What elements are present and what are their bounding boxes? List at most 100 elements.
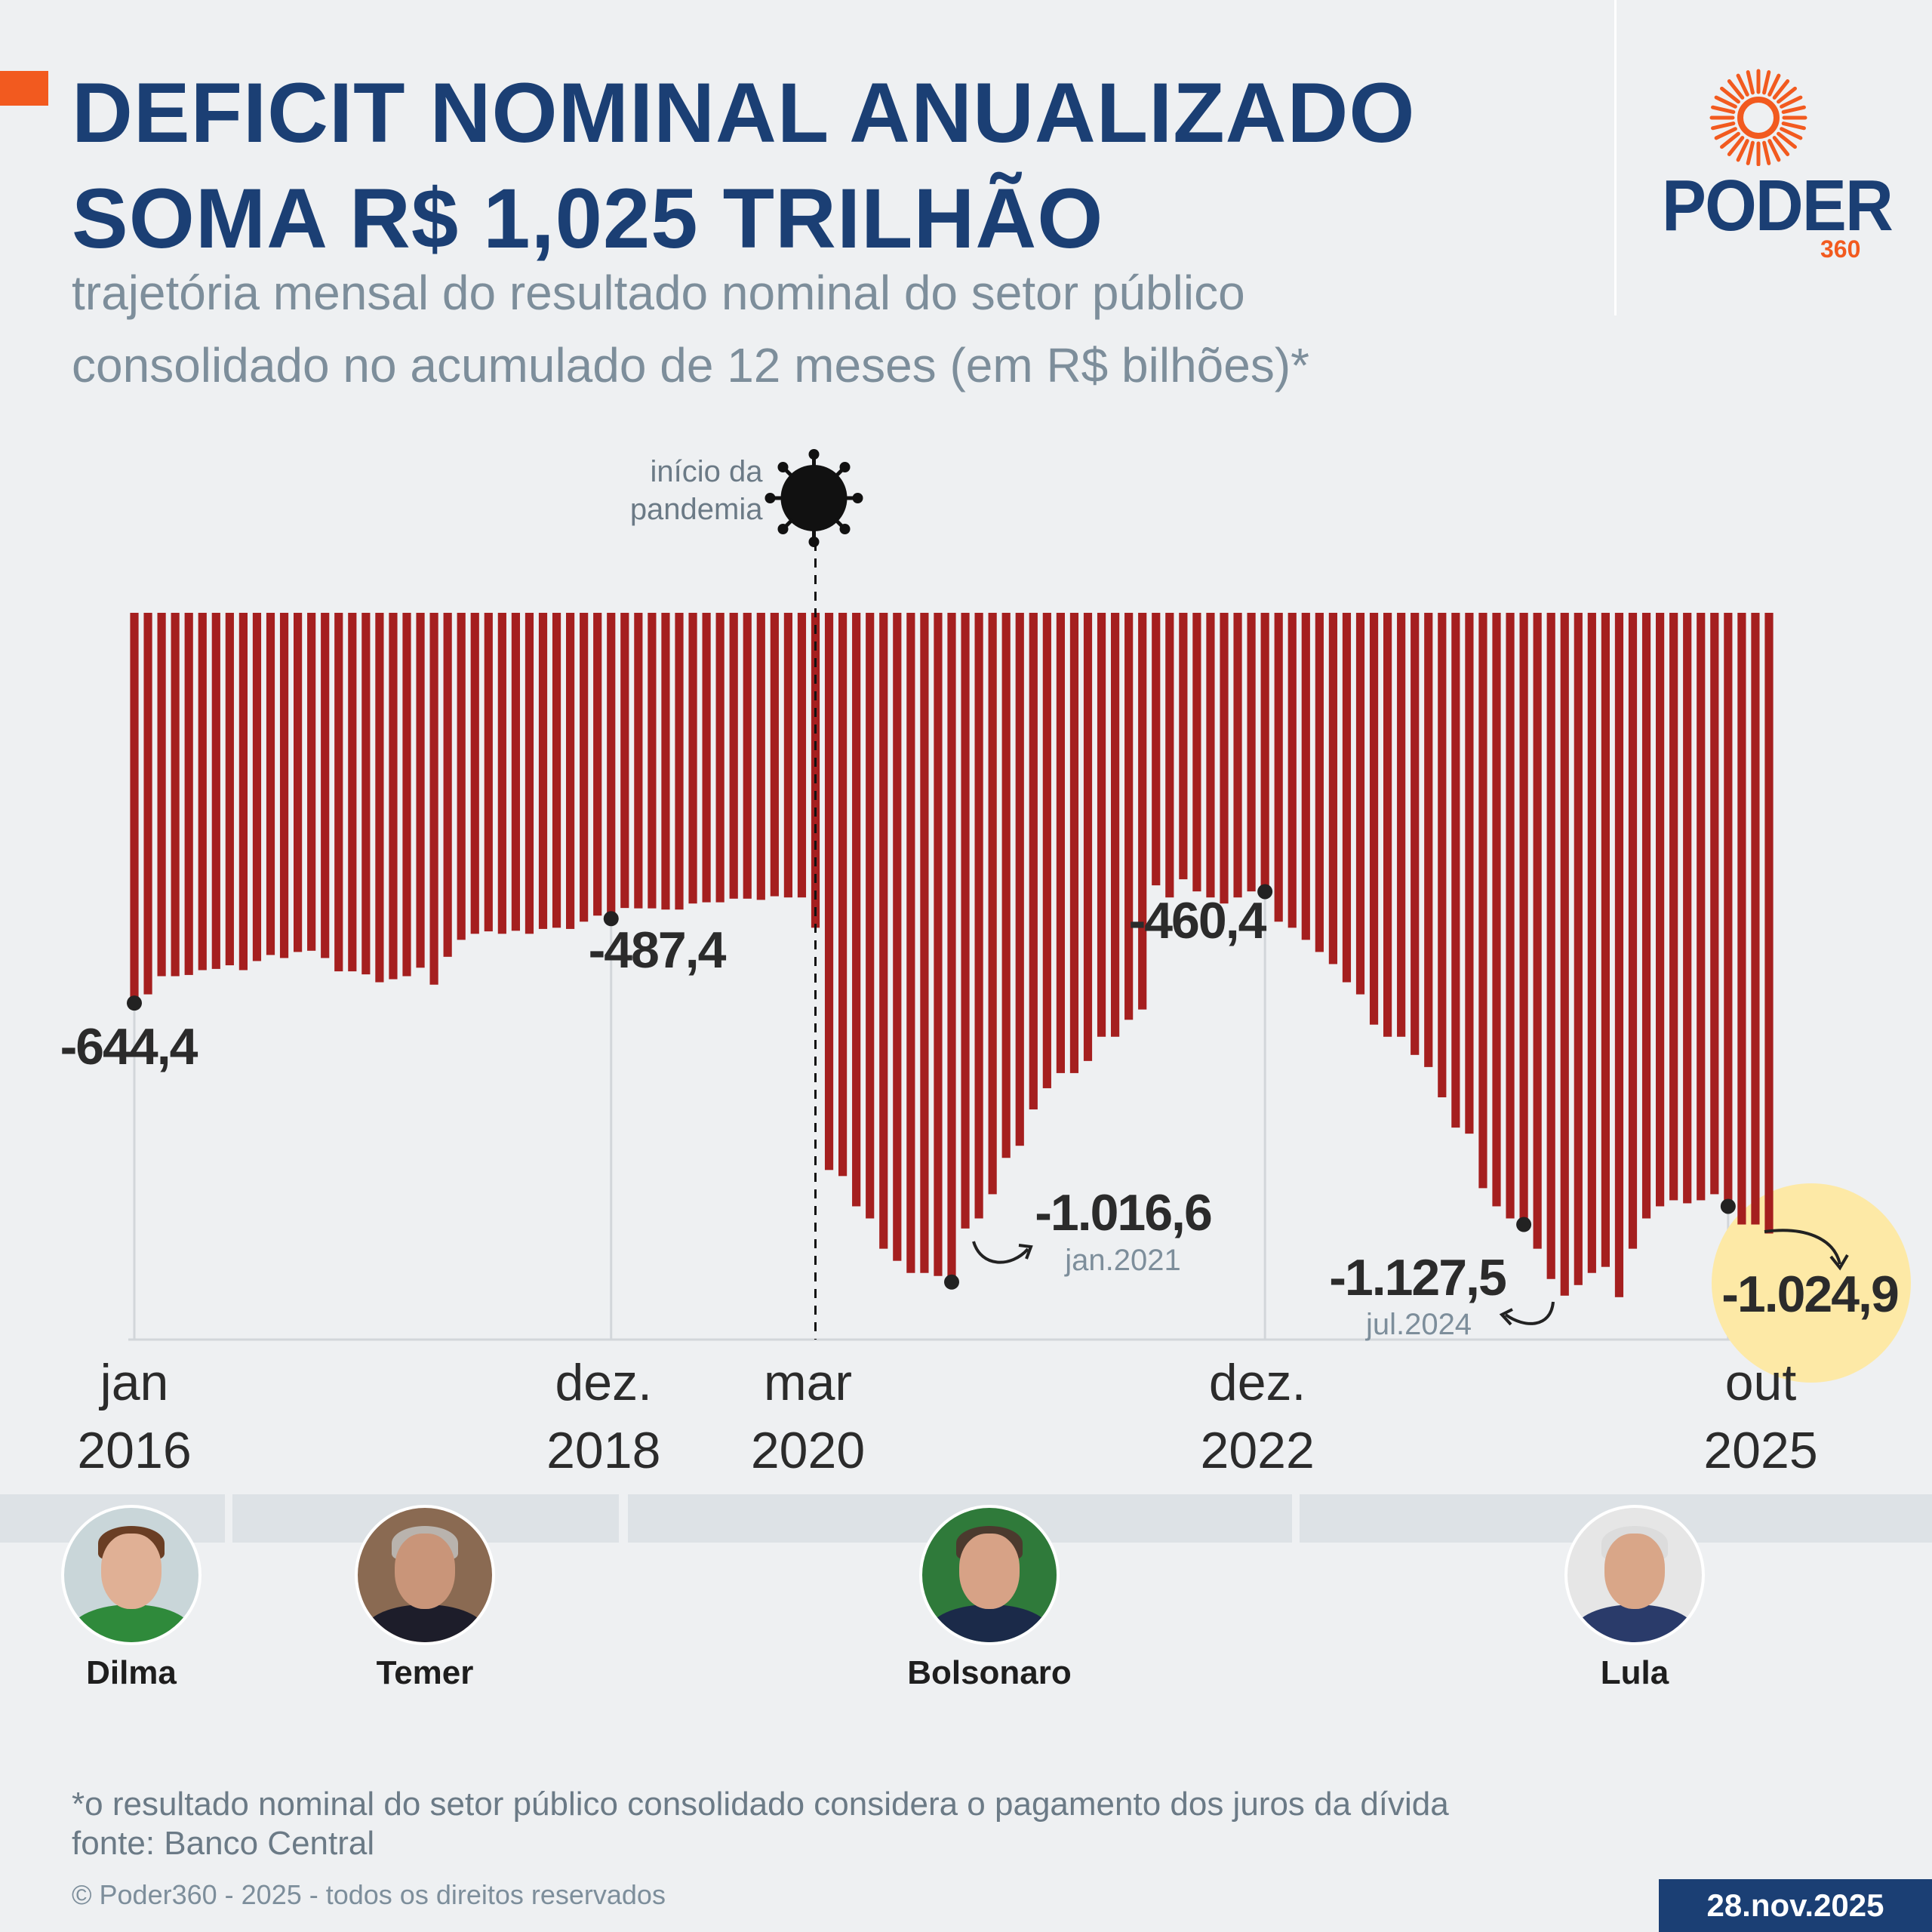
bar [1056, 613, 1065, 1073]
bar [620, 613, 629, 909]
bar [906, 613, 915, 1273]
bar [389, 613, 398, 980]
bar [307, 613, 316, 951]
bar [225, 613, 234, 966]
bar [1301, 613, 1310, 940]
bar [429, 613, 438, 985]
bar [1069, 613, 1079, 1073]
bar [157, 613, 166, 977]
bar [811, 613, 820, 928]
arrow-oct2025 [1764, 1229, 1841, 1265]
bar [1533, 613, 1542, 1249]
sunburst-icon [1709, 69, 1807, 166]
highlight-circle [1712, 1183, 1911, 1383]
bar [866, 613, 875, 1219]
header-separator [1614, 0, 1617, 315]
president-lula: Lula [1537, 1505, 1733, 1692]
arrowhead [1018, 1244, 1033, 1260]
bar [484, 613, 493, 932]
bar [893, 613, 902, 1261]
bar [1383, 613, 1392, 1037]
bar [1397, 613, 1406, 1037]
bar [321, 613, 330, 958]
arrow-jul2024 [1504, 1301, 1555, 1325]
bar [1574, 613, 1583, 1285]
logo-ray [1781, 105, 1806, 114]
bar [593, 613, 602, 916]
logo-ray [1746, 140, 1755, 165]
bar [470, 613, 479, 934]
bar [143, 613, 152, 995]
brand-name: PODER [1662, 165, 1894, 246]
bar [824, 613, 834, 1171]
bar [443, 613, 452, 957]
bar [920, 613, 929, 1273]
bar [1274, 613, 1283, 922]
bar [416, 613, 425, 968]
logo-ray [1781, 122, 1806, 131]
bar [1697, 613, 1706, 1201]
bar [988, 613, 997, 1195]
bar [266, 613, 275, 955]
page-title: DEFICIT NOMINAL ANUALIZADO SOMA R$ 1,025… [72, 60, 1506, 272]
data-label: -644,4 [60, 1018, 198, 1075]
bar [238, 613, 248, 971]
bar [838, 613, 848, 1177]
bar [198, 613, 207, 971]
x-tick-label: mar [764, 1354, 852, 1411]
bar [852, 613, 861, 1207]
bar [457, 613, 466, 940]
bar [634, 613, 643, 909]
data-label: -460,4 [1129, 892, 1267, 949]
annotation-dot [1257, 884, 1273, 900]
bar [402, 613, 411, 977]
logo-ray [1727, 79, 1745, 100]
data-sublabel: jan.2021 [1064, 1244, 1180, 1277]
logo-ray [1777, 131, 1797, 149]
president-name-lula: Lula [1600, 1654, 1669, 1691]
arrowhead [1829, 1254, 1849, 1271]
bar [1328, 613, 1337, 964]
bar [1465, 613, 1474, 1134]
bar [702, 613, 711, 903]
bar [1724, 613, 1733, 1207]
president-name-dilma: Dilma [86, 1654, 177, 1691]
x-tick-label: jan [99, 1354, 169, 1411]
bar [552, 613, 561, 928]
bar [1355, 613, 1365, 995]
bar [497, 613, 506, 934]
bar [1492, 613, 1501, 1207]
subtitle-line-2: consolidado no acumulado de 12 meses (em… [72, 338, 1310, 392]
bar [1587, 613, 1596, 1273]
bar [1247, 613, 1256, 892]
bar [1029, 613, 1038, 1110]
bar [1601, 613, 1610, 1267]
bar [743, 613, 752, 899]
logo-ray [1780, 127, 1803, 140]
bar [1220, 613, 1229, 904]
annotation-dot [1516, 1217, 1532, 1232]
annotation-dot [603, 911, 619, 927]
bar [1669, 613, 1678, 1201]
bar [797, 613, 807, 898]
bar [580, 613, 589, 922]
bar [1641, 613, 1651, 1219]
bar [1560, 613, 1569, 1296]
bar [1764, 613, 1774, 1234]
bar [1710, 613, 1719, 1195]
bar [279, 613, 289, 958]
bar [607, 613, 616, 919]
copyright-text: © Poder360 - 2025 - todos os direitos re… [72, 1879, 666, 1910]
bar [361, 613, 371, 975]
x-tick-label: dez. [555, 1354, 652, 1411]
bar [1546, 613, 1555, 1279]
bar [171, 613, 180, 977]
bar [688, 613, 697, 904]
logo-ray [1767, 139, 1781, 162]
bar [1342, 613, 1352, 983]
bar [1206, 613, 1215, 898]
title-line-1: DEFICIT NOMINAL ANUALIZADO [72, 66, 1416, 160]
bar [1260, 613, 1269, 892]
logo-ray [1720, 86, 1740, 104]
bar [715, 613, 724, 903]
